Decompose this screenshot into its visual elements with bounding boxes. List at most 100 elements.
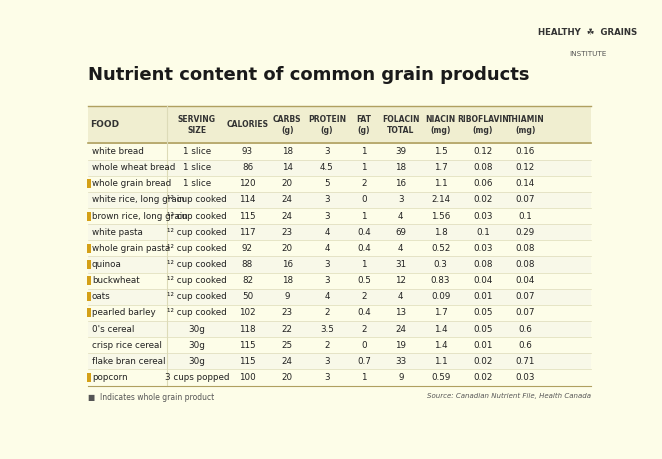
Text: ¹² cup cooked: ¹² cup cooked xyxy=(167,212,227,221)
Text: 4: 4 xyxy=(324,292,330,301)
Text: 4: 4 xyxy=(324,244,330,253)
Text: 0.05: 0.05 xyxy=(473,308,493,318)
Text: 0.03: 0.03 xyxy=(516,373,535,382)
Text: 18: 18 xyxy=(281,276,293,285)
Text: 102: 102 xyxy=(239,308,256,318)
Text: 0.83: 0.83 xyxy=(431,276,450,285)
Text: 3: 3 xyxy=(324,212,330,221)
Text: oats: oats xyxy=(92,292,111,301)
Text: 3: 3 xyxy=(324,147,330,156)
Text: PROTEIN
(g): PROTEIN (g) xyxy=(308,115,346,134)
Text: 0's cereal: 0's cereal xyxy=(92,325,134,334)
Text: ¹² cup cooked: ¹² cup cooked xyxy=(167,260,227,269)
Text: 115: 115 xyxy=(239,341,256,350)
Text: 24: 24 xyxy=(282,357,293,366)
Text: FOOD: FOOD xyxy=(91,120,120,129)
Text: 0.52: 0.52 xyxy=(431,244,450,253)
Text: ■  Indicates whole grain product: ■ Indicates whole grain product xyxy=(88,392,214,402)
Text: 0.14: 0.14 xyxy=(516,179,535,188)
Text: 20: 20 xyxy=(281,179,293,188)
Bar xyxy=(88,143,591,160)
Text: SERVING
SIZE: SERVING SIZE xyxy=(178,115,216,134)
Bar xyxy=(87,244,91,253)
Text: 115: 115 xyxy=(239,212,256,221)
Text: 1: 1 xyxy=(361,212,367,221)
Text: 0.09: 0.09 xyxy=(431,292,450,301)
Text: 2: 2 xyxy=(361,325,367,334)
Text: 0.59: 0.59 xyxy=(431,373,450,382)
Text: 0.08: 0.08 xyxy=(473,260,493,269)
Text: 33: 33 xyxy=(395,357,406,366)
Text: 23: 23 xyxy=(281,228,293,237)
Text: RIBOFLAVIN
(mg): RIBOFLAVIN (mg) xyxy=(457,115,509,134)
Text: INSTITUTE: INSTITUTE xyxy=(569,51,606,57)
Text: 0.3: 0.3 xyxy=(434,260,448,269)
Text: 0.4: 0.4 xyxy=(357,228,371,237)
Bar xyxy=(87,212,91,220)
Bar xyxy=(88,321,591,337)
Bar xyxy=(87,276,91,285)
Text: 0.02: 0.02 xyxy=(473,373,493,382)
Text: 14: 14 xyxy=(282,163,293,172)
Text: 1: 1 xyxy=(361,147,367,156)
Text: 0.03: 0.03 xyxy=(473,244,493,253)
Bar xyxy=(88,289,591,305)
Text: 0: 0 xyxy=(361,196,367,204)
Text: crisp rice cereal: crisp rice cereal xyxy=(92,341,162,350)
Text: 1 slice: 1 slice xyxy=(183,179,211,188)
Text: 24: 24 xyxy=(282,212,293,221)
Text: 3.5: 3.5 xyxy=(320,325,334,334)
Text: 88: 88 xyxy=(242,260,253,269)
Text: 1.5: 1.5 xyxy=(434,147,448,156)
Text: 0.04: 0.04 xyxy=(473,276,493,285)
Text: ¹² cup cooked: ¹² cup cooked xyxy=(167,196,227,204)
Text: 0.07: 0.07 xyxy=(516,196,535,204)
Text: 18: 18 xyxy=(395,163,406,172)
Text: 3: 3 xyxy=(324,196,330,204)
Bar xyxy=(87,308,91,317)
Text: 19: 19 xyxy=(395,341,406,350)
Text: 4: 4 xyxy=(398,244,404,253)
Text: 3: 3 xyxy=(398,196,404,204)
Text: Nutrient content of common grain products: Nutrient content of common grain product… xyxy=(88,66,530,84)
Text: 1.56: 1.56 xyxy=(431,212,450,221)
Text: 0.07: 0.07 xyxy=(516,292,535,301)
Bar xyxy=(88,257,591,273)
Text: HEALTHY  ☘  GRAINS: HEALTHY ☘ GRAINS xyxy=(538,28,637,37)
Text: 16: 16 xyxy=(395,179,406,188)
Text: Source: Canadian Nutrient File, Health Canada: Source: Canadian Nutrient File, Health C… xyxy=(427,392,591,399)
Bar xyxy=(88,176,591,192)
Text: 0.6: 0.6 xyxy=(518,325,532,334)
Text: 2.14: 2.14 xyxy=(431,196,450,204)
Text: brown rice, long grain: brown rice, long grain xyxy=(92,212,188,221)
Text: 18: 18 xyxy=(281,147,293,156)
Text: 1.1: 1.1 xyxy=(434,357,448,366)
Text: 93: 93 xyxy=(242,147,253,156)
Text: flake bran cereal: flake bran cereal xyxy=(92,357,166,366)
Text: FAT
(g): FAT (g) xyxy=(356,115,371,134)
Text: 1: 1 xyxy=(361,260,367,269)
Bar xyxy=(87,373,91,382)
Text: FOLACIN
TOTAL: FOLACIN TOTAL xyxy=(382,115,420,134)
Text: 0.1: 0.1 xyxy=(476,228,490,237)
Text: 1.8: 1.8 xyxy=(434,228,448,237)
Text: 2: 2 xyxy=(361,179,367,188)
Text: 2: 2 xyxy=(324,341,330,350)
Text: 0.08: 0.08 xyxy=(516,244,535,253)
Text: THIAMIN
(mg): THIAMIN (mg) xyxy=(506,115,544,134)
Bar xyxy=(87,179,91,188)
Text: 50: 50 xyxy=(242,292,253,301)
Text: 1.7: 1.7 xyxy=(434,163,448,172)
Text: 13: 13 xyxy=(395,308,406,318)
Text: 9: 9 xyxy=(398,373,404,382)
Text: 1 slice: 1 slice xyxy=(183,163,211,172)
Bar xyxy=(88,337,591,353)
Text: 114: 114 xyxy=(239,196,256,204)
Bar xyxy=(88,160,591,176)
Text: whole grain bread: whole grain bread xyxy=(92,179,171,188)
Text: 0.01: 0.01 xyxy=(473,341,493,350)
Bar xyxy=(88,369,591,386)
Text: 0: 0 xyxy=(361,341,367,350)
Bar xyxy=(87,260,91,269)
Text: 0.06: 0.06 xyxy=(473,179,493,188)
